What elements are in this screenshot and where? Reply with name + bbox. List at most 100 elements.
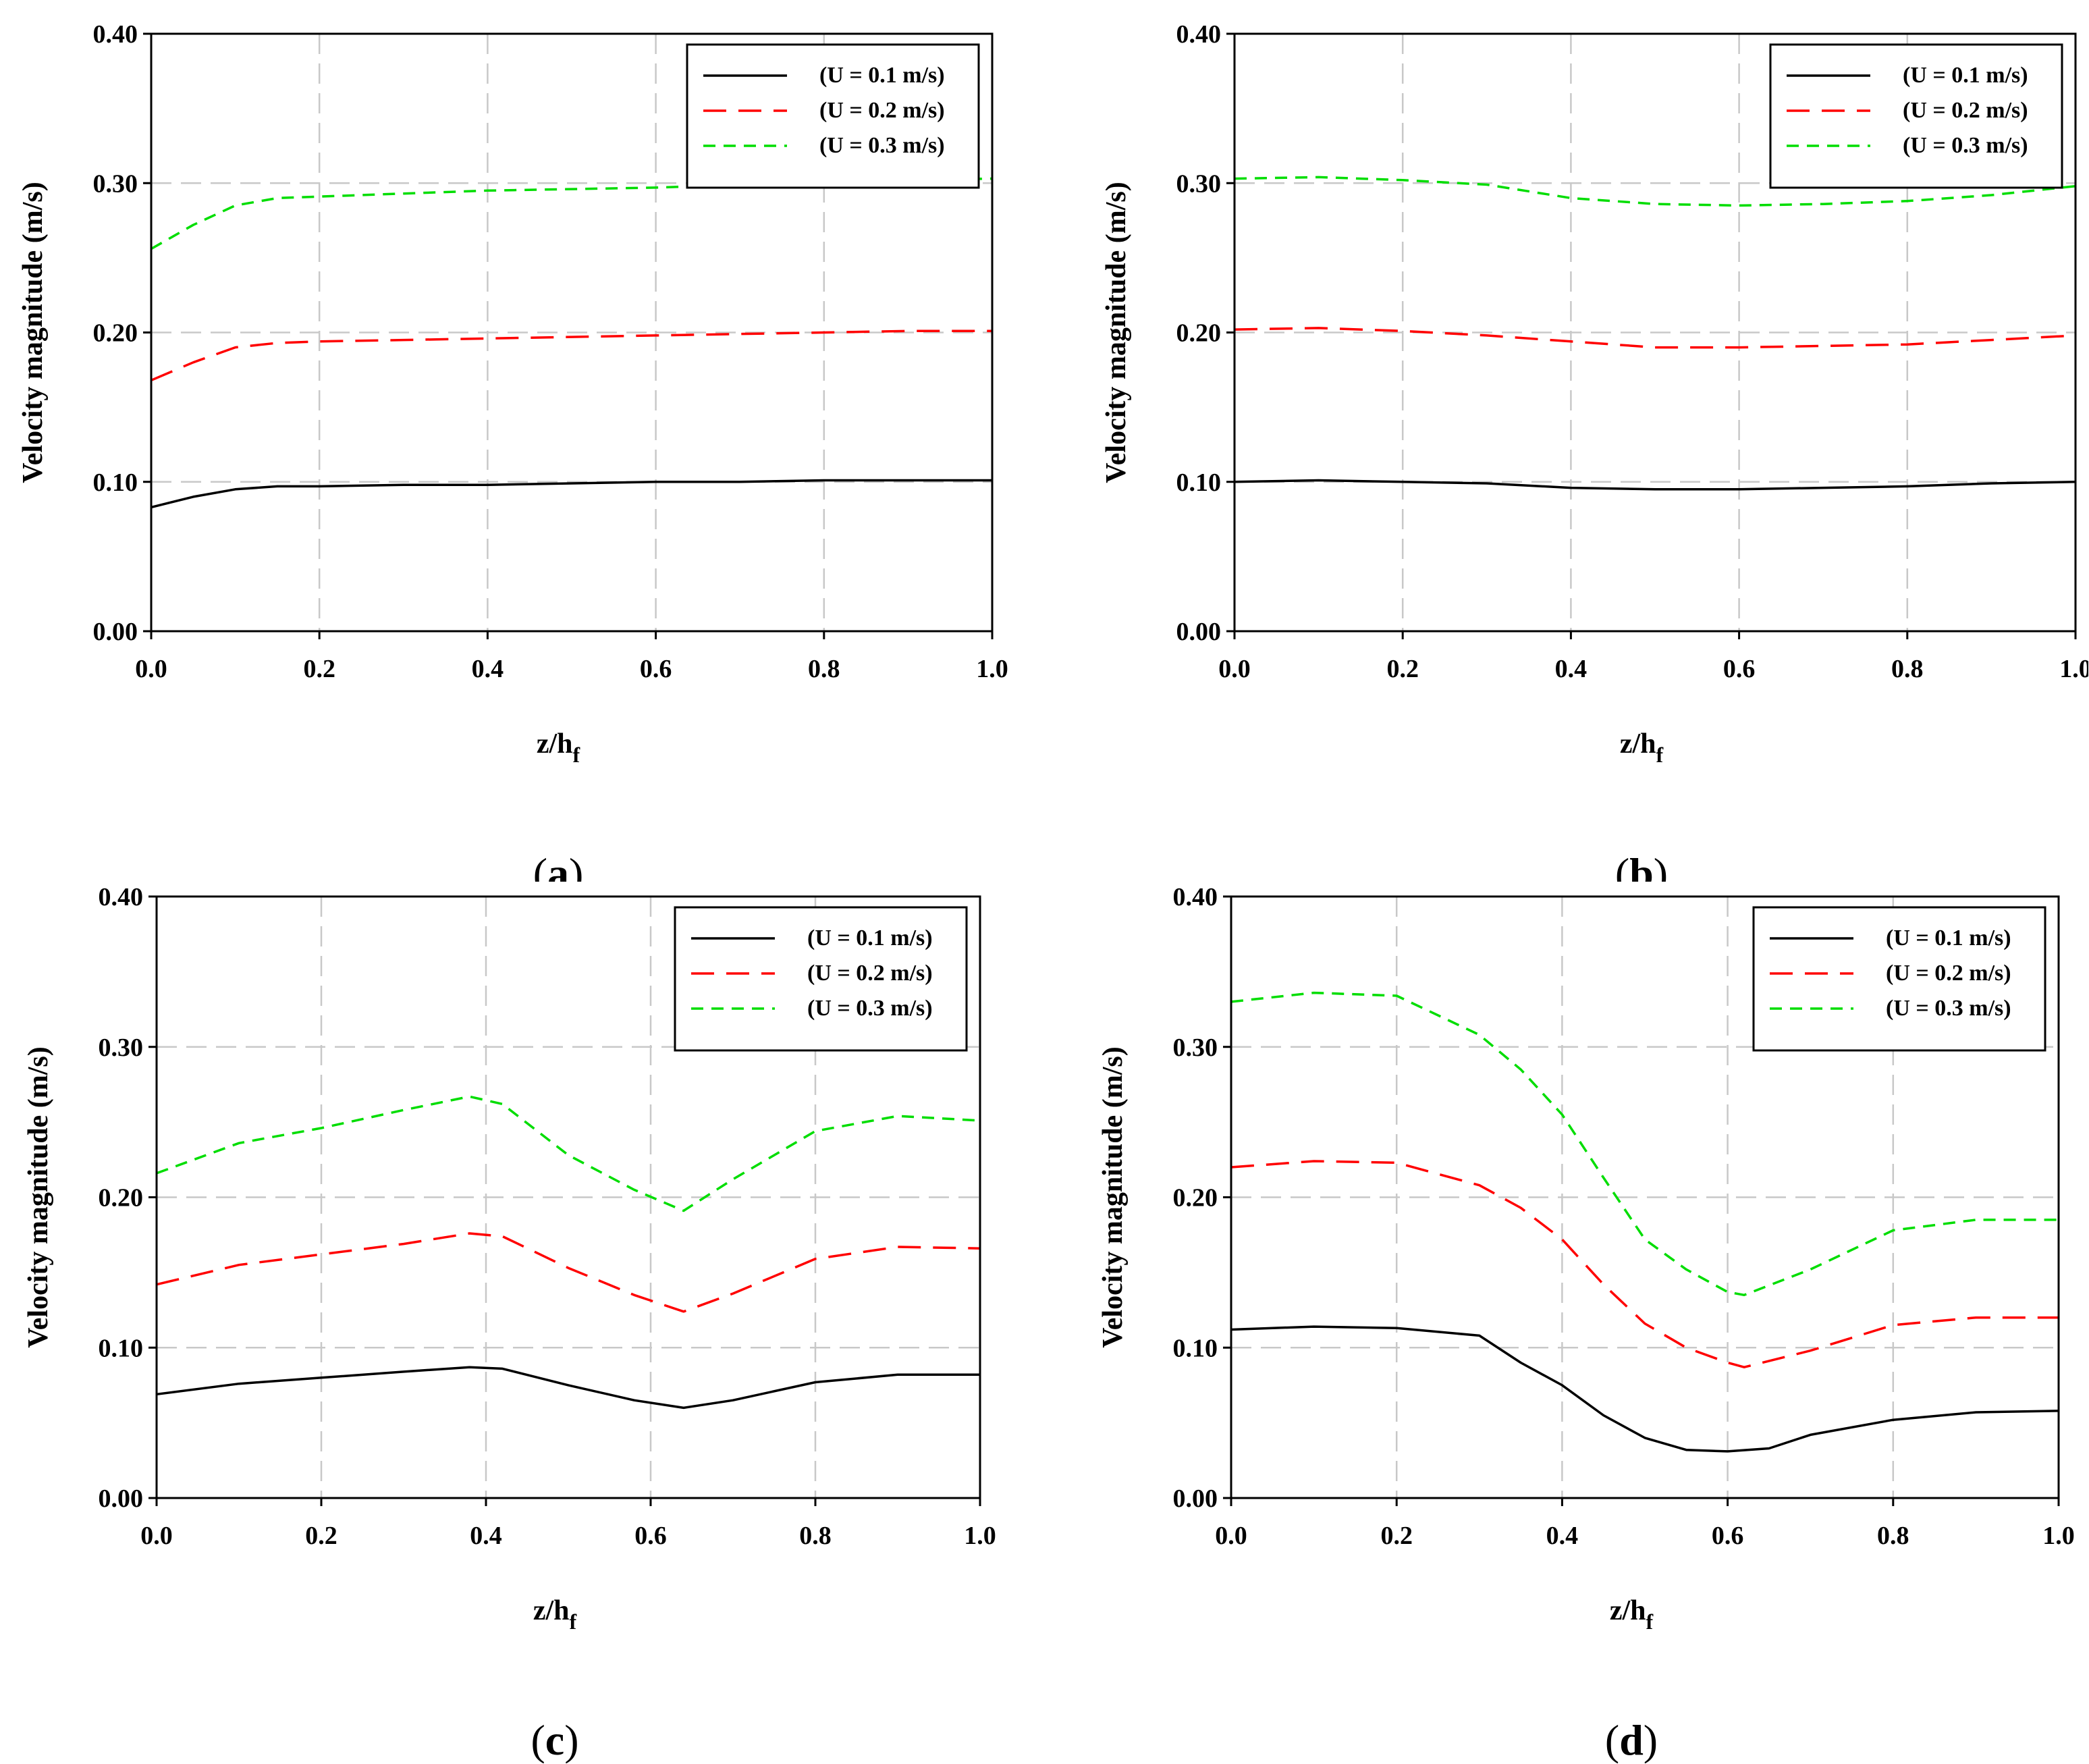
series-line-1 — [1234, 479, 2076, 491]
y-tick-label: 0.00 — [1176, 618, 1222, 646]
x-tick-label: 1.0 — [964, 1522, 996, 1550]
y-tick-label: 0.10 — [1176, 469, 1222, 497]
chart-a: 0.0 0.2 0.4 0.6 0.8 1.0 0.00 0.10 0.20 0.30 0.40 z/… — [18, 20, 1008, 882]
y-tick-label: 0.10 — [99, 1334, 144, 1362]
y-tick-label: 0.20 — [99, 1184, 144, 1212]
legend-label-1: (U = 0.1 m/s) — [807, 926, 933, 951]
legend: (U = 0.1 m/s) (U = 0.2 m/s) (U = 0.3 m/s) — [1769, 43, 2063, 189]
x-tick-label: 0.2 — [1380, 1522, 1413, 1550]
x-tick-label: 0.4 — [472, 655, 504, 683]
legend-label-2: (U = 0.2 m/s) — [1886, 961, 2011, 986]
y-tick-label: 0.00 — [93, 618, 138, 646]
x-tick-label: 0.8 — [808, 655, 840, 683]
x-tick-label: 0.0 — [1215, 1522, 1247, 1550]
x-tick-label: 0.4 — [470, 1522, 502, 1550]
y-tick-label: 0.20 — [93, 319, 138, 348]
series-line-1 — [151, 479, 992, 509]
panel-c: 0.0 0.2 0.4 0.6 0.8 1.0 0.00 0.10 0.20 0.30 0.40 z/… — [0, 882, 1044, 1763]
legend-label-2: (U = 0.2 m/s) — [807, 961, 933, 986]
y-tick-label: 0.10 — [1173, 1334, 1218, 1362]
x-tick-label: 0.8 — [1891, 655, 1924, 683]
x-tick-label: 1.0 — [2042, 1522, 2075, 1550]
legend-label-3: (U = 0.3 m/s) — [807, 996, 933, 1021]
legend-box — [1752, 906, 2046, 1052]
legend-label-3: (U = 0.3 m/s) — [819, 133, 945, 158]
series-line-2 — [156, 1232, 981, 1313]
y-tick-label: 0.10 — [93, 469, 138, 497]
x-tick-label: 1.0 — [2059, 655, 2088, 683]
y-axis-title: Velocity magnitude (m/s) — [18, 182, 49, 483]
chart-b: 0.0 0.2 0.4 0.6 0.8 1.0 0.00 0.10 0.20 0.30 0.40 z/… — [1101, 20, 2088, 882]
series-line-2 — [1234, 327, 2076, 349]
legend-box — [686, 43, 980, 189]
x-tick-label: 0.2 — [305, 1522, 337, 1550]
legend-label-3: (U = 0.3 m/s) — [1886, 996, 2011, 1021]
x-tick-label: 0.0 — [135, 655, 167, 683]
x-axis-title: z/hf — [533, 1595, 577, 1634]
y-tick-label: 0.30 — [99, 1034, 144, 1062]
y-tick-label: 0.20 — [1173, 1184, 1218, 1212]
y-tick-label: 0.30 — [1176, 169, 1222, 198]
y-tick-label: 0.00 — [1173, 1485, 1218, 1513]
x-tick-label: 0.4 — [1555, 655, 1588, 683]
x-axis-title: z/hf — [537, 728, 580, 767]
x-tick-label: 1.0 — [976, 655, 1008, 683]
x-axis-title-subscript: f — [570, 1609, 577, 1634]
x-tick-label: 0.6 — [1723, 655, 1756, 683]
panel-label: (b) — [1615, 849, 1668, 882]
legend: (U = 0.1 m/s) (U = 0.2 m/s) (U = 0.3 m/s) — [674, 906, 968, 1052]
y-tick-label: 0.40 — [93, 20, 138, 49]
legend-label-1: (U = 0.1 m/s) — [1886, 926, 2011, 951]
series-line-1 — [156, 1366, 980, 1410]
y-axis-title: Velocity magnitude (m/s) — [23, 1046, 54, 1347]
x-axis-title-subscript: f — [1646, 1609, 1654, 1634]
chart-c: 0.0 0.2 0.4 0.6 0.8 1.0 0.00 0.10 0.20 0.30 0.40 z/… — [23, 883, 996, 1763]
x-tick-label: 0.0 — [140, 1522, 173, 1550]
panel-label: (a) — [533, 849, 584, 882]
series-line-3 — [1230, 991, 2059, 1297]
panel-label: (d) — [1605, 1716, 1658, 1763]
x-tick-label: 0.0 — [1218, 655, 1251, 683]
y-axis-title: Velocity magnitude (m/s) — [1101, 182, 1132, 483]
legend-label-3: (U = 0.3 m/s) — [1903, 133, 2028, 158]
y-tick-label: 0.40 — [1176, 20, 1222, 49]
legend: (U = 0.1 m/s) (U = 0.2 m/s) (U = 0.3 m/s) — [1752, 906, 2046, 1052]
panel-label: (c) — [531, 1716, 578, 1763]
panel-b: 0.0 0.2 0.4 0.6 0.8 1.0 0.00 0.10 0.20 0.30 0.40 z/… — [1044, 0, 2088, 882]
x-tick-label: 0.8 — [799, 1522, 832, 1550]
y-tick-label: 0.40 — [99, 883, 144, 911]
x-tick-label: 0.2 — [1386, 655, 1419, 683]
legend-label-1: (U = 0.1 m/s) — [819, 63, 945, 88]
y-tick-label: 0.20 — [1176, 319, 1222, 348]
legend: (U = 0.1 m/s) (U = 0.2 m/s) (U = 0.3 m/s) — [686, 43, 980, 189]
x-tick-label: 0.4 — [1546, 1522, 1579, 1550]
series-line-2 — [1230, 1160, 2059, 1368]
panel-d: 0.0 0.2 0.4 0.6 0.8 1.0 0.00 0.10 0.20 0.30 0.40 z/… — [1044, 882, 2088, 1763]
x-tick-label: 0.6 — [1712, 1522, 1744, 1550]
x-tick-label: 0.6 — [634, 1522, 667, 1550]
legend-label-2: (U = 0.2 m/s) — [1903, 98, 2028, 123]
legend-label-2: (U = 0.2 m/s) — [819, 98, 945, 123]
x-axis-title-subscript: f — [1656, 743, 1664, 767]
chart-d: 0.0 0.2 0.4 0.6 0.8 1.0 0.00 0.10 0.20 0.30 0.40 z/… — [1097, 883, 2075, 1763]
x-tick-label: 0.6 — [640, 655, 672, 683]
x-axis-title: z/hf — [1610, 1595, 1654, 1634]
x-axis-title-subscript: f — [573, 743, 580, 767]
y-tick-label: 0.30 — [1173, 1034, 1218, 1062]
x-tick-label: 0.2 — [303, 655, 335, 683]
series-line-3 — [151, 177, 993, 250]
series-line-1 — [1230, 1325, 2059, 1453]
x-axis-title: z/hf — [1620, 728, 1664, 767]
legend-box — [1769, 43, 2063, 189]
panel-a: 0.0 0.2 0.4 0.6 0.8 1.0 0.00 0.10 0.20 0.30 0.40 z/… — [0, 0, 1044, 882]
legend-box — [674, 906, 968, 1052]
y-tick-label: 0.40 — [1173, 883, 1218, 911]
y-tick-label: 0.00 — [99, 1485, 144, 1513]
series-line-2 — [151, 329, 992, 381]
x-tick-label: 0.8 — [1877, 1522, 1909, 1550]
series-line-3 — [156, 1095, 981, 1212]
y-axis-title: Velocity magnitude (m/s) — [1097, 1046, 1129, 1347]
y-tick-label: 0.30 — [93, 169, 138, 198]
legend-label-1: (U = 0.1 m/s) — [1903, 63, 2028, 88]
